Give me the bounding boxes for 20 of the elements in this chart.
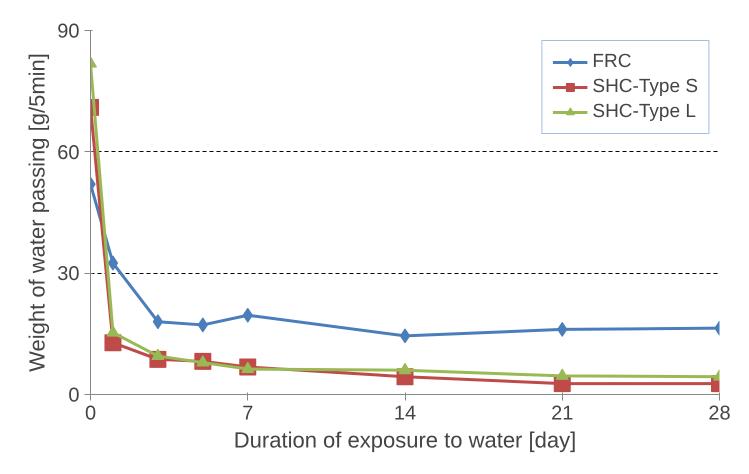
point [152, 314, 164, 330]
y-axis-title: Weight of water passing [g/5min] [24, 53, 50, 372]
legend-label: FRC [592, 51, 632, 73]
x-tick-label: 14 [394, 402, 416, 424]
legend-label: SHC-Type L [592, 101, 696, 123]
y-tick-label: 60 [57, 142, 80, 164]
x-axis-title: Duration of exposure to water [day] [234, 428, 576, 452]
y-tick-label: 0 [68, 384, 80, 406]
x-tick-label: 0 [84, 402, 96, 424]
legend-label: SHC-Type S [592, 76, 698, 98]
x-tick-label: 21 [551, 402, 574, 424]
x-tick-label: 28 [708, 402, 731, 424]
x-tick-label: 7 [242, 402, 254, 424]
point [108, 256, 118, 271]
point [556, 368, 569, 380]
point [106, 325, 120, 337]
y-tick-label: 30 [57, 263, 80, 286]
y-tick-label: 90 [57, 20, 80, 42]
point [398, 362, 412, 374]
point [400, 328, 410, 344]
